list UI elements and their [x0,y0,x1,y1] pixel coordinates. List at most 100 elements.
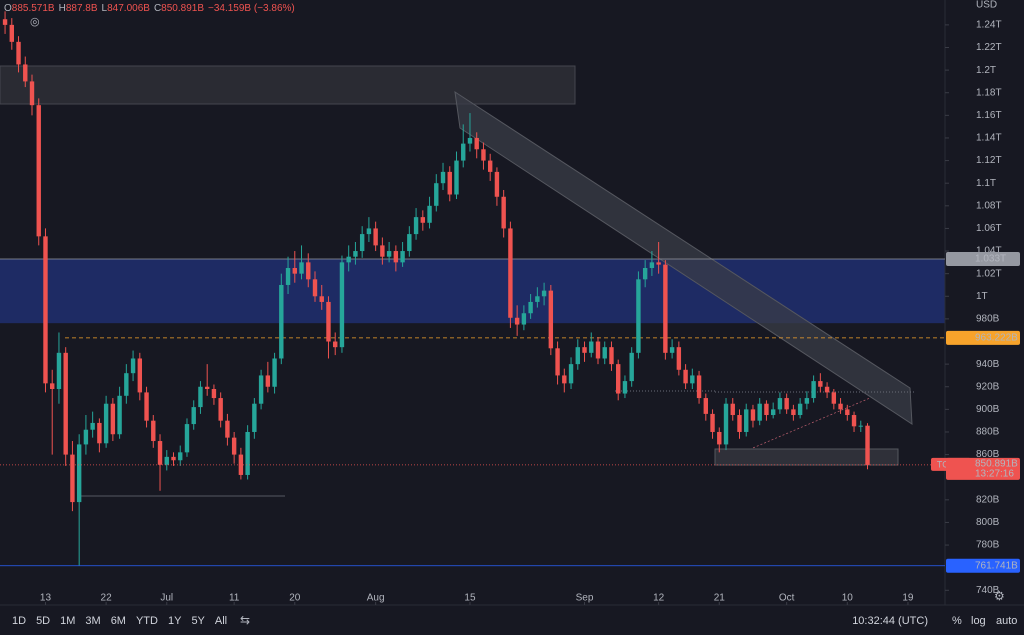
candle-body [258,375,264,404]
candle-body [218,398,223,421]
candle-body [103,403,109,444]
candle-body [380,245,385,257]
candle-body [50,383,55,390]
ohlc-header: O885.571B H887.8B L847.006B C850.891B −34.15… [4,3,295,14]
candle-body [514,317,520,325]
candle-body [521,313,527,325]
candle-body [845,409,850,416]
candle-body [589,341,594,353]
candle-body [400,251,405,263]
currency-label: USD [976,0,997,11]
plot-area [0,65,915,497]
candle-body [447,171,452,195]
candle-body [427,205,432,223]
y-tick-label: 1.06T [976,223,1002,234]
y-tick-label: 1.2T [976,65,996,76]
header-item: 885.571B [12,3,55,14]
candle-body [656,262,661,265]
candle-body [818,381,823,387]
candle-body [9,24,14,42]
candle-body [231,437,237,455]
range-button[interactable]: 1D [12,615,26,627]
candle-body [110,403,116,435]
candle-body [265,375,271,387]
candle-body [602,347,607,359]
candle-body [157,441,163,465]
header-item: L [102,3,108,14]
candle-body [703,398,709,414]
range-button[interactable]: 5D [36,615,50,627]
scale-option[interactable]: auto [996,615,1017,627]
range-button[interactable]: 1Y [168,615,182,627]
scale-option[interactable]: log [971,615,986,627]
level-label: 1.033T [975,254,1006,265]
level-badge [946,251,1020,266]
compare-icon[interactable]: ⇆ [240,613,250,627]
candle-body [43,236,48,384]
y-tick-label: 1.04T [976,246,1002,257]
candle-body [90,422,95,430]
candle-body [124,373,129,396]
candle-body [407,234,412,252]
range-button[interactable]: 3M [85,615,100,627]
y-tick-label: 800B [976,517,1000,528]
candle-body [737,415,742,432]
candle-body [191,407,196,425]
range-button[interactable]: YTD [136,615,158,627]
candle-body [292,268,297,274]
candle-body [568,364,574,384]
candle-body [595,341,601,359]
y-tick-label: 1.14T [976,133,1002,144]
settings-icon[interactable]: ⚙ [994,589,1005,603]
x-tick-label: 15 [464,593,476,604]
y-tick-label: 980B [976,314,1000,325]
demand-zone [0,258,945,324]
candle-body [710,413,715,432]
header-item: 847.006B [107,3,150,14]
candle-body [690,375,695,384]
candle-body [164,456,169,465]
candle-body [575,347,580,365]
candle-body [723,403,729,445]
candle-body [184,424,190,453]
candle-body [642,268,648,280]
candle-body [211,389,217,399]
candle-body [63,352,68,455]
range-button[interactable]: 6M [111,615,126,627]
clock: 10:32:44 (UTC) [852,615,928,627]
candle-body [528,301,533,314]
candle-body [454,160,459,195]
y-tick-label: 920B [976,381,1000,392]
x-tick-label: Aug [367,593,385,604]
candle-body [851,415,857,427]
candle-body [548,290,554,349]
y-tick-label: 1.18T [976,87,1002,98]
level-label: 761.741B [975,560,1018,571]
candle-body [386,251,392,257]
range-button[interactable]: 5Y [191,615,205,627]
y-tick-label: 740B [976,585,1000,596]
candle-body [36,105,41,237]
candle-body [663,264,668,353]
candle-body [440,171,446,184]
candle-body [373,228,378,246]
range-button[interactable]: 1M [60,615,75,627]
last-price-badge [946,457,1020,480]
range-button[interactable]: All [215,615,227,627]
x-tick-label: Jul [160,593,173,604]
candle-body [696,375,702,399]
candle-body [151,420,156,442]
scale-option[interactable]: % [952,615,962,627]
candle-body [804,398,810,404]
candle-body [366,228,372,235]
candle-body [865,425,870,465]
candle-body [797,403,803,416]
header-item: C [154,3,161,14]
visibility-icon[interactable]: ◎ [30,16,40,28]
candle-body [811,381,816,399]
candle-body [413,217,419,235]
candle-body [326,301,331,342]
y-tick-label: 780B [976,540,1000,551]
x-tick-label: 22 [101,593,113,604]
